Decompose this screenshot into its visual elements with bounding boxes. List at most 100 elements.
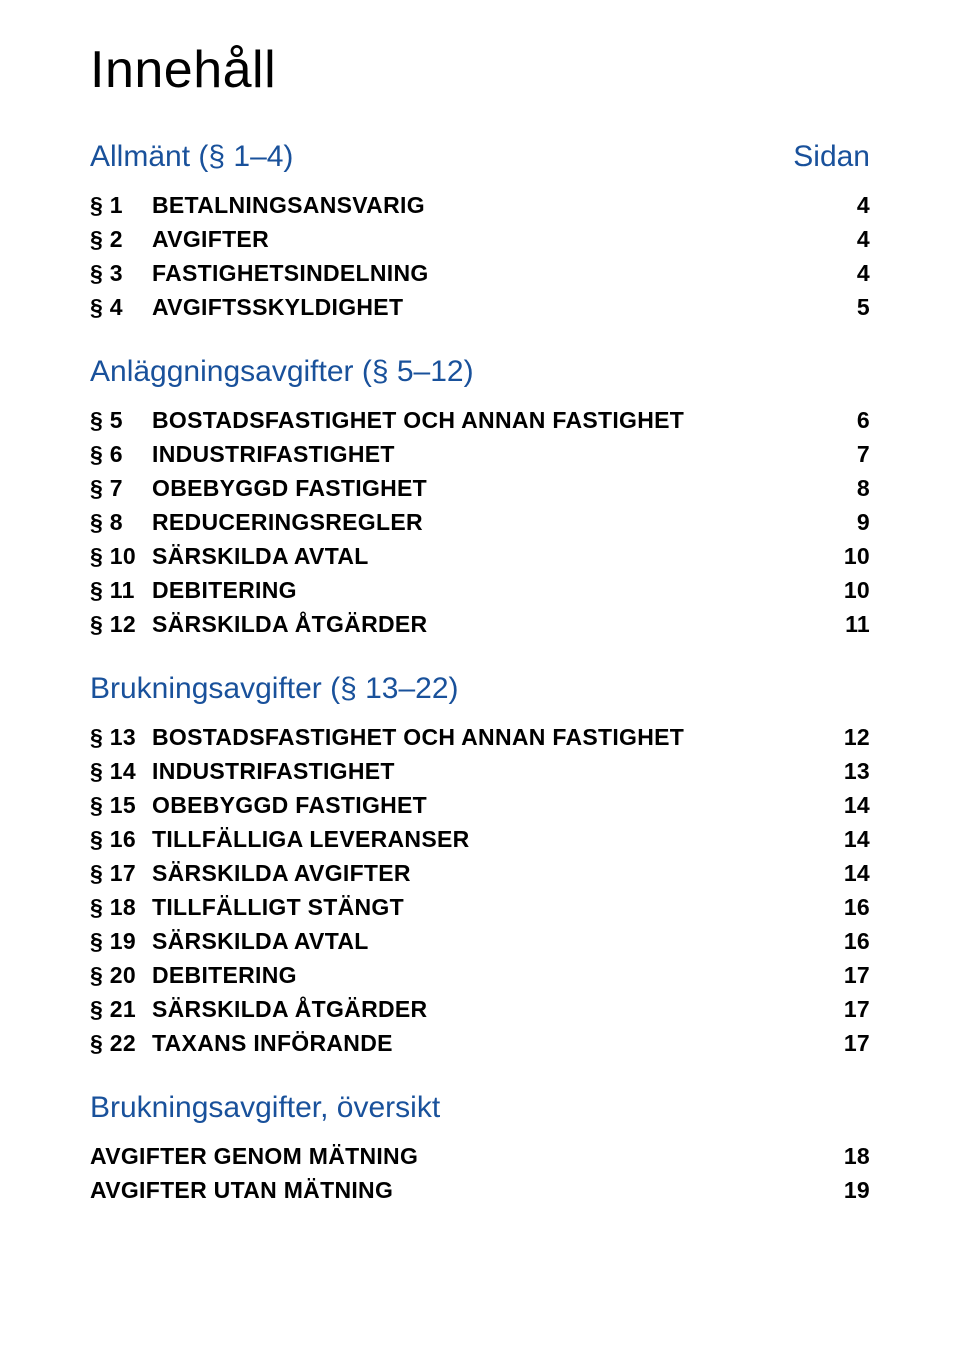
- toc-row: § 10SÄRSKILDA AVTAL10: [90, 543, 870, 570]
- toc-entry-page: 8: [857, 475, 870, 502]
- section-header: Allmänt (§ 1–4) Sidan: [90, 140, 870, 174]
- toc-entry-number: § 19: [90, 928, 152, 955]
- toc-entry-page: 16: [844, 894, 870, 921]
- toc-entry-label: AVGIFTER: [152, 226, 857, 253]
- toc-row: § 16TILLFÄLLIGA LEVERANSER14: [90, 826, 870, 853]
- toc-row: § 7OBEBYGGD FASTIGHET8: [90, 475, 870, 502]
- toc-row: § 21SÄRSKILDA ÅTGÄRDER17: [90, 996, 870, 1023]
- toc-entry-label: OBEBYGGD FASTIGHET: [152, 792, 844, 819]
- toc-entry-label: AVGIFTER GENOM MÄTNING: [90, 1143, 844, 1170]
- toc-entry-number: § 18: [90, 894, 152, 921]
- toc-entry-label: DEBITERING: [152, 577, 844, 604]
- toc-entry-label: FASTIGHETSINDELNING: [152, 260, 857, 287]
- toc-entry-label: DEBITERING: [152, 962, 844, 989]
- toc-row: § 17SÄRSKILDA AVGIFTER14: [90, 860, 870, 887]
- toc-entry-page: 6: [857, 407, 870, 434]
- toc-entry-page: 17: [844, 996, 870, 1023]
- toc-entry-number: § 10: [90, 543, 152, 570]
- toc-row: § 18TILLFÄLLIGT STÄNGT16: [90, 894, 870, 921]
- toc-entry-page: 4: [857, 260, 870, 287]
- toc-entry-label: SÄRSKILDA AVTAL: [152, 928, 844, 955]
- toc-entry-number: § 21: [90, 996, 152, 1023]
- toc-entry-label: SÄRSKILDA ÅTGÄRDER: [152, 611, 845, 638]
- toc-entry-label: TAXANS INFÖRANDE: [152, 1030, 844, 1057]
- toc-entry-page: 5: [857, 294, 870, 321]
- section-header: Anläggningsavgifter (§ 5–12): [90, 355, 870, 389]
- page-title: Innehåll: [90, 40, 870, 100]
- toc-row: § 1BETALNINGSANSVARIG4: [90, 192, 870, 219]
- toc-entry-label: SÄRSKILDA AVGIFTER: [152, 860, 844, 887]
- toc-entry-number: § 17: [90, 860, 152, 887]
- toc-entry-page: 12: [844, 724, 870, 751]
- toc-entry-number: § 3: [90, 260, 152, 287]
- toc-row: § 14INDUSTRIFASTIGHET13: [90, 758, 870, 785]
- toc-container: Allmänt (§ 1–4) Sidan § 1BETALNINGSANSVARI…: [90, 140, 870, 1204]
- toc-row: § 12SÄRSKILDA ÅTGÄRDER11: [90, 611, 870, 638]
- toc-row: § 11DEBITERING10: [90, 577, 870, 604]
- section-title: Brukningsavgifter (§ 13–22): [90, 672, 459, 706]
- toc-entry-number: § 2: [90, 226, 152, 253]
- toc-row: § 13BOSTADSFASTIGHET OCH ANNAN FASTIGHET…: [90, 724, 870, 751]
- toc-entry-page: 17: [844, 962, 870, 989]
- toc-row: § 4AVGIFTSSKYLDIGHET5: [90, 294, 870, 321]
- toc-row: § 2AVGIFTER4: [90, 226, 870, 253]
- toc-row: § 6INDUSTRIFASTIGHET7: [90, 441, 870, 468]
- toc-entry-label: REDUCERINGSREGLER: [152, 509, 857, 536]
- toc-entry-number: § 12: [90, 611, 152, 638]
- toc-entry-number: § 5: [90, 407, 152, 434]
- toc-entry-number: § 16: [90, 826, 152, 853]
- section-title: Allmänt (§ 1–4): [90, 140, 293, 174]
- toc-entry-label: BETALNINGSANSVARIG: [152, 192, 857, 219]
- toc-entry-page: 10: [844, 543, 870, 570]
- toc-entry-number: § 22: [90, 1030, 152, 1057]
- toc-entry-page: 14: [844, 860, 870, 887]
- toc-entry-label: TILLFÄLLIGA LEVERANSER: [152, 826, 844, 853]
- toc-entry-number: § 8: [90, 509, 152, 536]
- toc-entry-page: 18: [844, 1143, 870, 1170]
- toc-entry-page: 4: [857, 192, 870, 219]
- sidan-label: Sidan: [793, 140, 870, 174]
- toc-entry-number: § 7: [90, 475, 152, 502]
- toc-entry-label: INDUSTRIFASTIGHET: [152, 441, 857, 468]
- toc-entry-label: OBEBYGGD FASTIGHET: [152, 475, 857, 502]
- toc-row: § 19SÄRSKILDA AVTAL16: [90, 928, 870, 955]
- toc-entry-page: 9: [857, 509, 870, 536]
- toc-entry-page: 13: [844, 758, 870, 785]
- toc-entry-label: TILLFÄLLIGT STÄNGT: [152, 894, 844, 921]
- section-header: Brukningsavgifter (§ 13–22): [90, 672, 870, 706]
- toc-row: § 15OBEBYGGD FASTIGHET14: [90, 792, 870, 819]
- toc-entry-number: § 13: [90, 724, 152, 751]
- toc-row: § 20DEBITERING17: [90, 962, 870, 989]
- toc-entry-label: INDUSTRIFASTIGHET: [152, 758, 844, 785]
- toc-row: § 22TAXANS INFÖRANDE17: [90, 1030, 870, 1057]
- toc-entry-label: SÄRSKILDA AVTAL: [152, 543, 844, 570]
- toc-entry-number: § 14: [90, 758, 152, 785]
- toc-entry-number: § 6: [90, 441, 152, 468]
- toc-row: § 5BOSTADSFASTIGHET OCH ANNAN FASTIGHET6: [90, 407, 870, 434]
- toc-row: AVGIFTER UTAN MÄTNING19: [90, 1177, 870, 1204]
- toc-entry-page: 10: [844, 577, 870, 604]
- toc-entry-page: 7: [857, 441, 870, 468]
- toc-entry-label: AVGIFTSSKYLDIGHET: [152, 294, 857, 321]
- section-title: Anläggningsavgifter (§ 5–12): [90, 355, 474, 389]
- toc-entry-page: 11: [845, 611, 870, 638]
- toc-entry-page: 19: [844, 1177, 870, 1204]
- toc-row: § 8REDUCERINGSREGLER9: [90, 509, 870, 536]
- toc-entry-number: § 4: [90, 294, 152, 321]
- toc-entry-label: SÄRSKILDA ÅTGÄRDER: [152, 996, 844, 1023]
- toc-entry-label: BOSTADSFASTIGHET OCH ANNAN FASTIGHET: [152, 407, 857, 434]
- toc-entry-page: 17: [844, 1030, 870, 1057]
- toc-entry-label: AVGIFTER UTAN MÄTNING: [90, 1177, 844, 1204]
- toc-entry-number: § 11: [90, 577, 152, 604]
- toc-entry-page: 4: [857, 226, 870, 253]
- toc-entry-number: § 15: [90, 792, 152, 819]
- toc-entry-label: BOSTADSFASTIGHET OCH ANNAN FASTIGHET: [152, 724, 844, 751]
- toc-entry-page: 16: [844, 928, 870, 955]
- toc-entry-number: § 20: [90, 962, 152, 989]
- toc-entry-number: § 1: [90, 192, 152, 219]
- section-title: Brukningsavgifter, översikt: [90, 1091, 870, 1125]
- toc-row: AVGIFTER GENOM MÄTNING18: [90, 1143, 870, 1170]
- toc-row: § 3FASTIGHETSINDELNING4: [90, 260, 870, 287]
- toc-entry-page: 14: [844, 826, 870, 853]
- toc-entry-page: 14: [844, 792, 870, 819]
